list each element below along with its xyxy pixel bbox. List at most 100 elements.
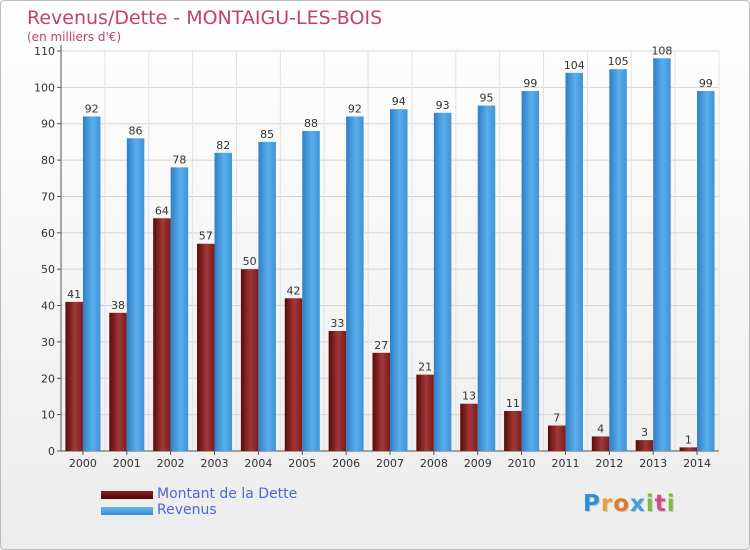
data-label-dette: 38 [111, 299, 125, 312]
y-tick-label: 0 [48, 445, 55, 458]
bar-dette [109, 312, 127, 451]
x-tick-label: 2011 [551, 457, 579, 470]
bar-revenus [214, 152, 233, 451]
data-label-dette: 1 [685, 433, 692, 446]
bar-dette [328, 331, 347, 451]
data-label-dette: 33 [330, 317, 344, 330]
data-label-dette: 4 [597, 422, 604, 435]
y-tick-label: 90 [41, 118, 55, 131]
data-label-revenus: 88 [304, 117, 318, 130]
data-label-revenus: 92 [348, 102, 362, 115]
bar-revenus [346, 116, 364, 452]
bar-dette [416, 374, 434, 451]
bar-dette [591, 436, 610, 451]
x-tick-label: 2013 [639, 457, 667, 470]
x-tick-label: 2008 [420, 457, 448, 470]
data-label-dette: 13 [462, 390, 476, 403]
bar-revenus [565, 72, 583, 452]
logo-letter: o [613, 491, 631, 517]
x-tick-label: 2001 [113, 457, 141, 470]
y-tick-label: 70 [41, 190, 55, 203]
data-label-revenus: 93 [436, 99, 450, 112]
bar-dette [153, 218, 171, 451]
bar-revenus [390, 109, 408, 451]
data-label-dette: 42 [287, 284, 301, 297]
x-tick-label: 2005 [288, 457, 316, 470]
logo-letter: i [645, 491, 655, 517]
y-tick-label: 110 [34, 45, 55, 58]
data-label-revenus: 86 [129, 124, 143, 137]
y-tick-label: 80 [41, 154, 55, 167]
data-label-dette: 41 [67, 288, 81, 301]
bar-revenus [697, 91, 715, 451]
bar-dette [547, 425, 566, 451]
legend-label-dette: Montant de la Dette [157, 486, 298, 502]
y-tick-label: 100 [34, 81, 55, 94]
bar-dette [65, 301, 83, 451]
legend-label-revenus: Revenus [157, 502, 217, 518]
bar-revenus [170, 167, 189, 451]
x-tick-label: 2002 [157, 457, 185, 470]
bar-revenus [433, 112, 452, 452]
data-label-dette: 64 [155, 204, 169, 217]
data-label-dette: 11 [506, 397, 520, 410]
data-label-revenus: 82 [216, 139, 230, 152]
data-label-revenus: 99 [699, 77, 713, 90]
axes: 0 10 20 30 40 50 60 70 80 90 100 110 2000 2001 2002 200… [34, 45, 719, 470]
data-label-revenus: 105 [608, 55, 629, 68]
y-tick-label: 60 [41, 227, 55, 240]
chart-title: Revenus/Dette - MONTAIGU-LES-BOIS [27, 7, 383, 29]
logo-letter: i [666, 491, 676, 517]
data-label-dette: 57 [199, 230, 213, 243]
x-tick-label: 2006 [332, 457, 360, 470]
logo-letter: P [583, 491, 601, 517]
x-tick-label: 2009 [464, 457, 492, 470]
logo-letter: r [600, 491, 614, 517]
x-tick-label: 2007 [376, 457, 404, 470]
data-labels: 4192388664785782508542883392279421931395… [67, 44, 713, 446]
logo-letter: t [654, 491, 667, 517]
data-label-dette: 7 [553, 412, 560, 425]
y-tick-label: 20 [41, 372, 55, 385]
bar-dette [504, 411, 522, 451]
bar-revenus [521, 91, 540, 451]
data-label-revenus: 108 [651, 44, 672, 57]
bars [65, 58, 715, 452]
bar-revenus [477, 105, 496, 451]
bar-revenus [609, 69, 627, 451]
bar-dette [679, 447, 698, 451]
y-tick-label: 30 [41, 336, 55, 349]
data-label-dette: 3 [641, 426, 648, 439]
x-tick-label: 2000 [69, 457, 97, 470]
bar-revenus [126, 138, 145, 452]
logo-letter: x [630, 491, 646, 517]
legend-swatch-dette [101, 491, 153, 499]
bar-dette [372, 352, 390, 451]
data-label-dette: 21 [418, 361, 432, 374]
bar-revenus [258, 141, 276, 451]
bar-revenus [653, 58, 671, 451]
data-label-revenus: 85 [260, 128, 274, 141]
bar-dette [240, 269, 259, 451]
x-tick-label: 2010 [508, 457, 536, 470]
x-tick-label: 2003 [201, 457, 229, 470]
data-label-revenus: 92 [85, 102, 99, 115]
data-label-dette: 50 [243, 255, 257, 268]
data-label-revenus: 78 [172, 153, 186, 166]
x-tick-label: 2012 [595, 457, 623, 470]
data-label-dette: 27 [374, 339, 388, 352]
legend-swatch-revenus [101, 507, 153, 515]
bar-dette [460, 403, 478, 451]
data-label-revenus: 94 [392, 95, 406, 108]
data-label-revenus: 99 [523, 77, 537, 90]
bar-revenus [302, 131, 320, 451]
data-label-revenus: 95 [479, 92, 493, 105]
x-tick-label: 2004 [244, 457, 272, 470]
chart-subtitle: (en milliers d'€) [27, 30, 122, 44]
bar-dette [284, 298, 303, 451]
bar-dette [635, 440, 654, 451]
y-tick-label: 50 [41, 263, 55, 276]
y-tick-label: 40 [41, 300, 55, 313]
